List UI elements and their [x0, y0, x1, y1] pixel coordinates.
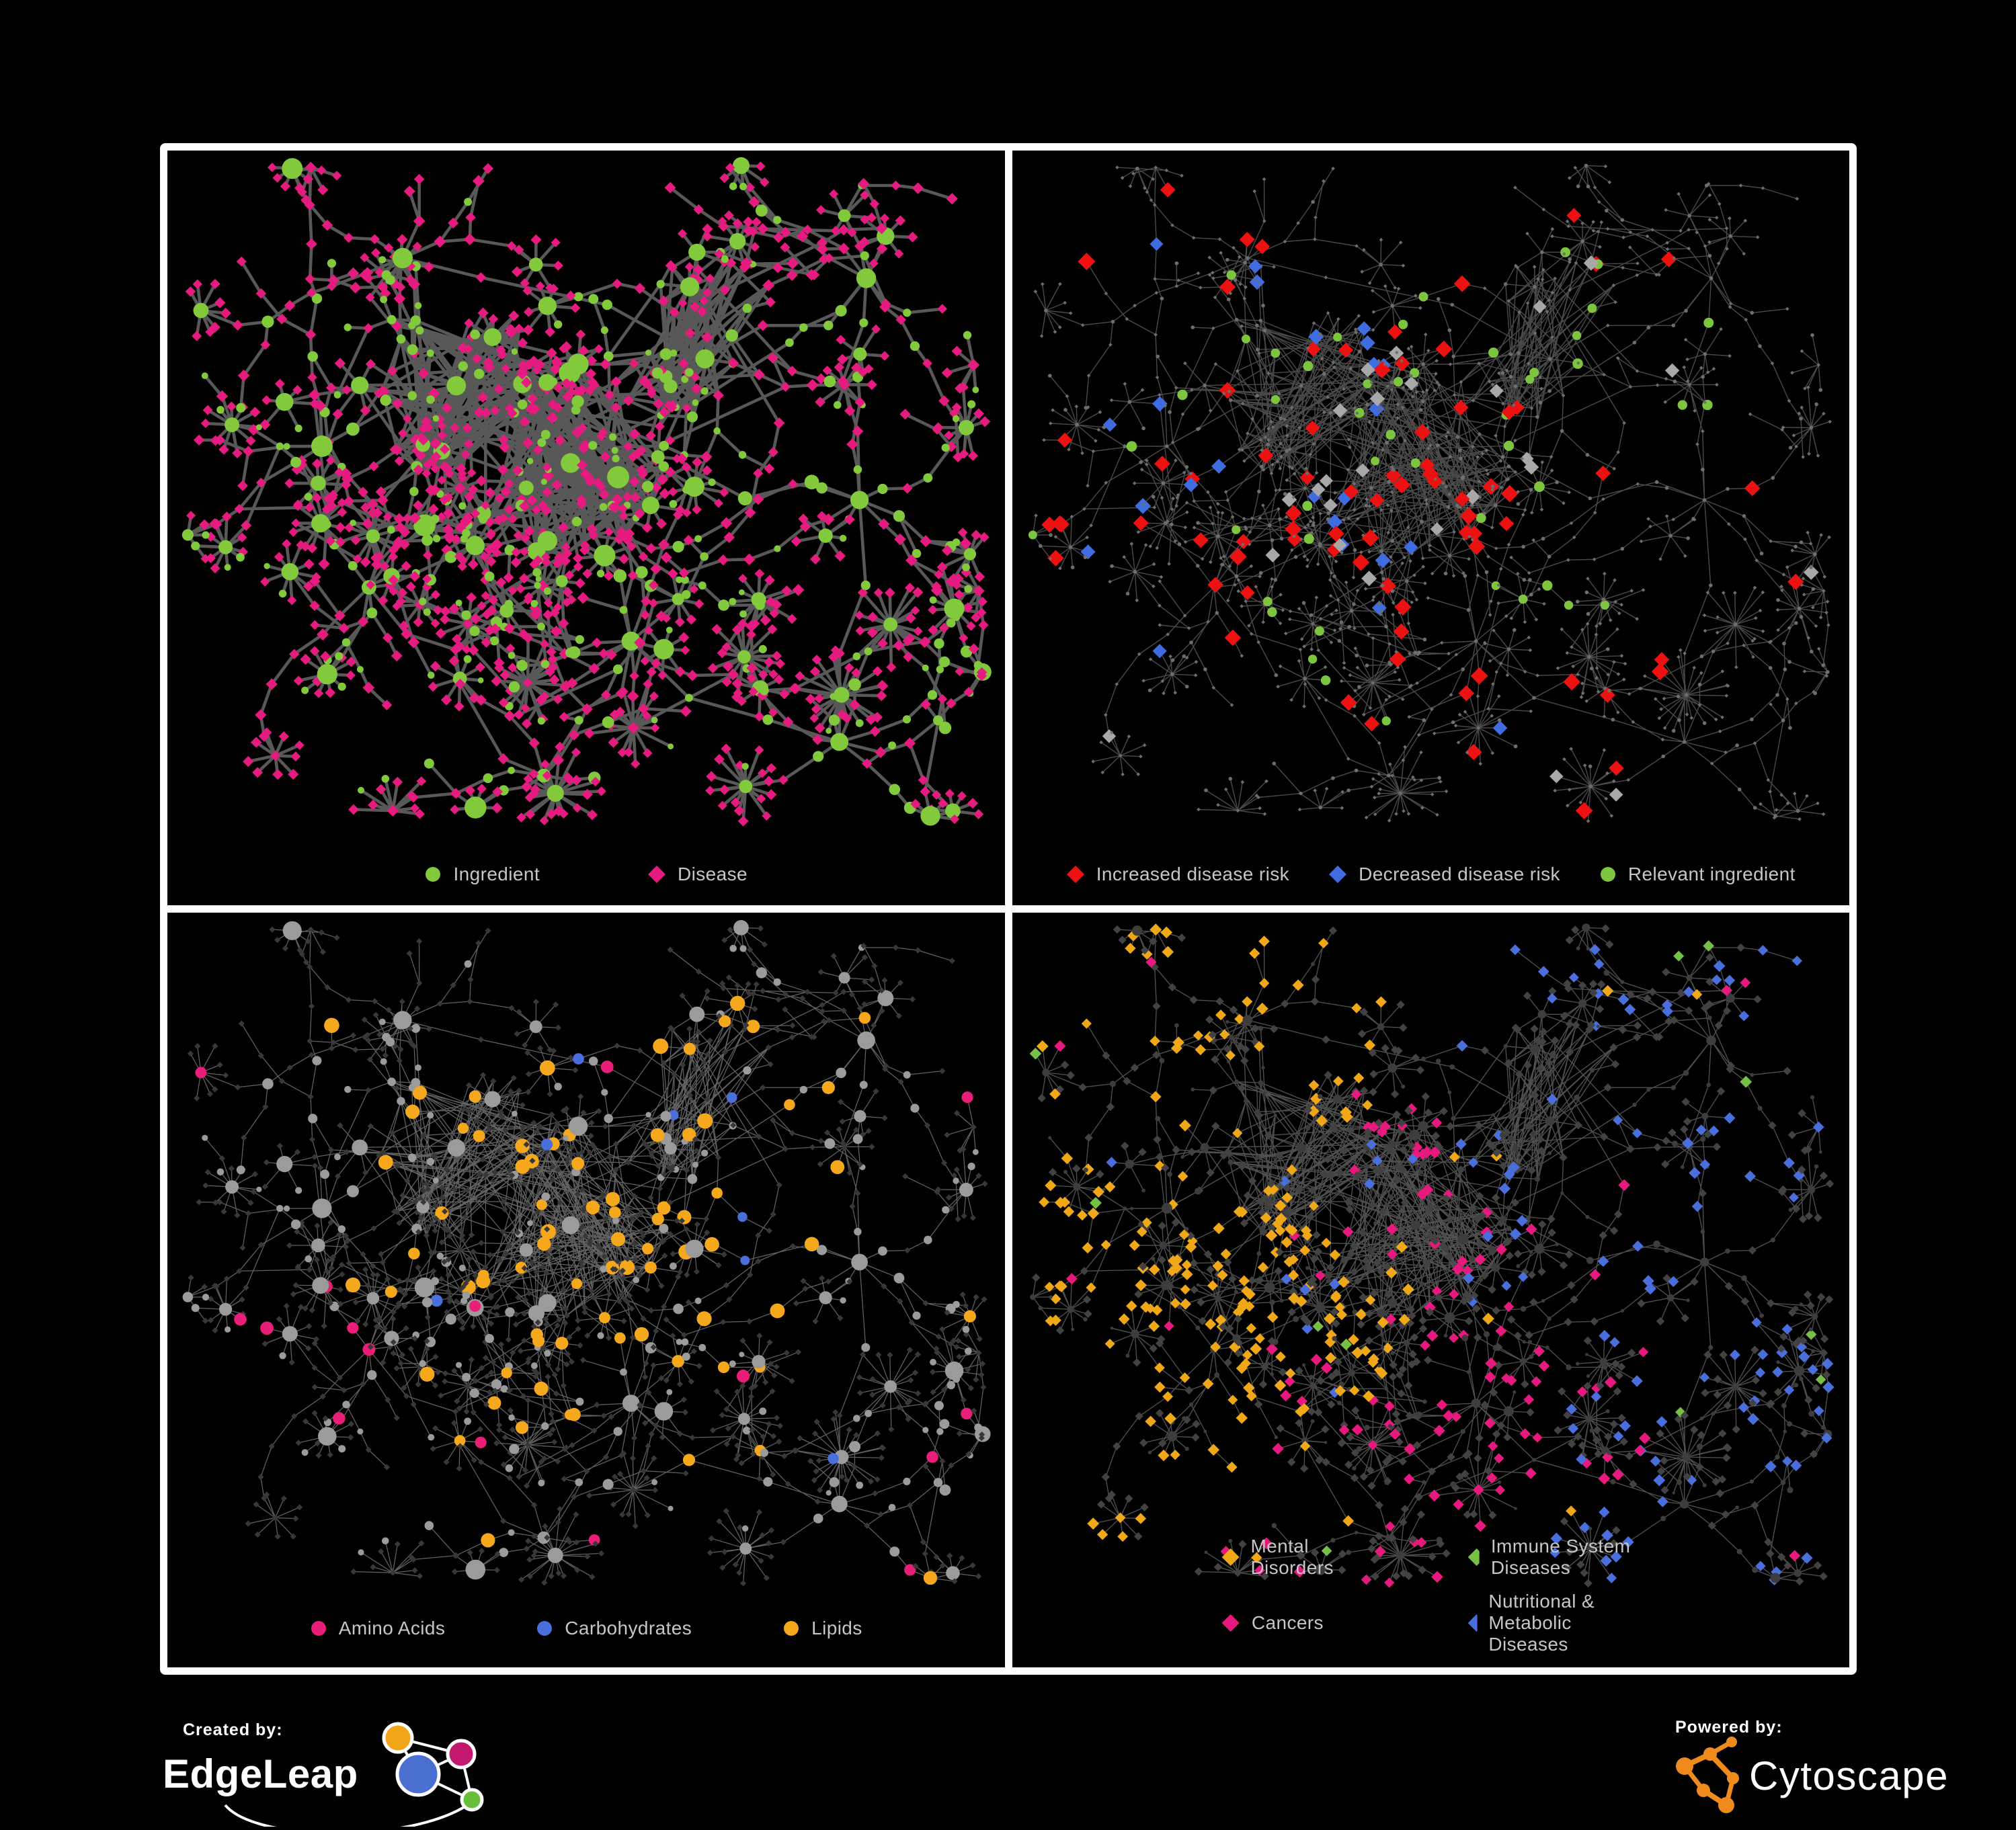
powered-by-label: Powered by:: [1675, 1718, 1783, 1737]
panel-disease-categories: Mental Disorders Immune System Diseases Ca…: [1012, 913, 1850, 1667]
legend-item-carbohydrates: Carbohydrates: [536, 1618, 692, 1639]
cytoscape-branding: Powered by: Cytoscape: [1674, 1712, 1983, 1827]
legend-item-amino-acids: Amino Acids: [310, 1618, 445, 1639]
network-graph-ingredient-disease: [167, 151, 1005, 905]
legend-marker-circle-icon: [536, 1620, 553, 1637]
legend-marker-diamond-icon: [1467, 1614, 1477, 1632]
legend-label: Nutritional & Metabolic Diseases: [1488, 1591, 1640, 1655]
legend-marker-circle-icon: [424, 866, 442, 883]
legend-label: Lipids: [811, 1618, 862, 1639]
legend-item-nutritional-metabolic-diseases: Nutritional & Metabolic Diseases: [1467, 1591, 1640, 1655]
legend-marker-circle-icon: [1599, 866, 1617, 883]
network-graph-disease-risk: [1012, 151, 1850, 905]
graph-nodes: [1029, 923, 1834, 1587]
legend-label: Decreased disease risk: [1359, 864, 1560, 885]
legend-ingredient-classes: Amino Acids Carbohydrates Lipids: [167, 1618, 1005, 1639]
legend-label: Increased disease risk: [1096, 864, 1289, 885]
graph-edges: [1033, 927, 1830, 1583]
network-graph-ingredient-classes: [167, 913, 1005, 1667]
legend-marker-diamond-icon: [1221, 1614, 1240, 1632]
created-by-label: Created by:: [183, 1720, 283, 1739]
legend-disease-categories: Mental Disorders Immune System Diseases Ca…: [1221, 1536, 1640, 1655]
legend-item-disease: Disease: [647, 864, 748, 885]
legend-marker-diamond-icon: [1467, 1548, 1480, 1567]
edgeleap-logo: Created by: EdgeLeap: [161, 1712, 511, 1827]
legend-item-mental-disorders: Mental Disorders: [1221, 1536, 1389, 1579]
legend-item-ingredient: Ingredient: [424, 864, 540, 885]
legend-disease-risk: Increased disease risk Decreased disease …: [1012, 864, 1850, 885]
panel-disease-risk: Increased disease risk Decreased disease …: [1012, 151, 1850, 905]
legend-label: Disease: [678, 864, 748, 885]
graph-nodes: [1028, 164, 1831, 823]
cytoscape-logo: Powered by: Cytoscape: [1674, 1712, 1983, 1827]
legend-item-increased-disease-risk: Increased disease risk: [1066, 864, 1289, 885]
legend-item-cancers: Cancers: [1221, 1591, 1324, 1655]
legend-label: Carbohydrates: [565, 1618, 692, 1639]
panel-ingredient-classes: Amino Acids Carbohydrates Lipids: [167, 913, 1005, 1667]
graph-edges: [1033, 165, 1830, 821]
legend-marker-circle-icon: [310, 1620, 327, 1637]
legend-marker-diamond-icon: [1066, 865, 1085, 884]
cytoscape-network-icon: [1676, 1737, 1739, 1813]
legend-marker-diamond-icon: [1221, 1548, 1240, 1567]
legend-item-decreased-disease-risk: Decreased disease risk: [1328, 864, 1560, 885]
legend-item-relevant-ingredient: Relevant ingredient: [1599, 864, 1796, 885]
legend-item-immune-system-diseases: Immune System Diseases: [1467, 1536, 1640, 1579]
legend-item-lipids: Lipids: [782, 1618, 862, 1639]
legend-label: Immune System Diseases: [1491, 1536, 1640, 1579]
legend-label: Relevant ingredient: [1628, 864, 1796, 885]
legend-marker-diamond-icon: [1328, 865, 1347, 884]
edgeleap-branding: Created by: EdgeLeap: [161, 1712, 511, 1827]
cytoscape-brand-text: Cytoscape: [1749, 1753, 1949, 1798]
graph-edges: [188, 927, 985, 1583]
legend-ingredient-disease: Ingredient Disease: [167, 864, 1005, 885]
edgeleap-brand-text: EdgeLeap: [163, 1751, 358, 1796]
legend-marker-diamond-icon: [647, 865, 666, 884]
panel-ingredient-disease: Ingredient Disease: [167, 151, 1005, 905]
legend-label: Amino Acids: [339, 1618, 445, 1639]
legend-label: Mental Disorders: [1250, 1536, 1389, 1579]
legend-label: Cancers: [1252, 1612, 1324, 1634]
legend-label: Ingredient: [453, 864, 540, 885]
legend-marker-circle-icon: [782, 1620, 800, 1637]
panel-grid: Ingredient Disease Increased disease risk…: [160, 143, 1857, 1675]
